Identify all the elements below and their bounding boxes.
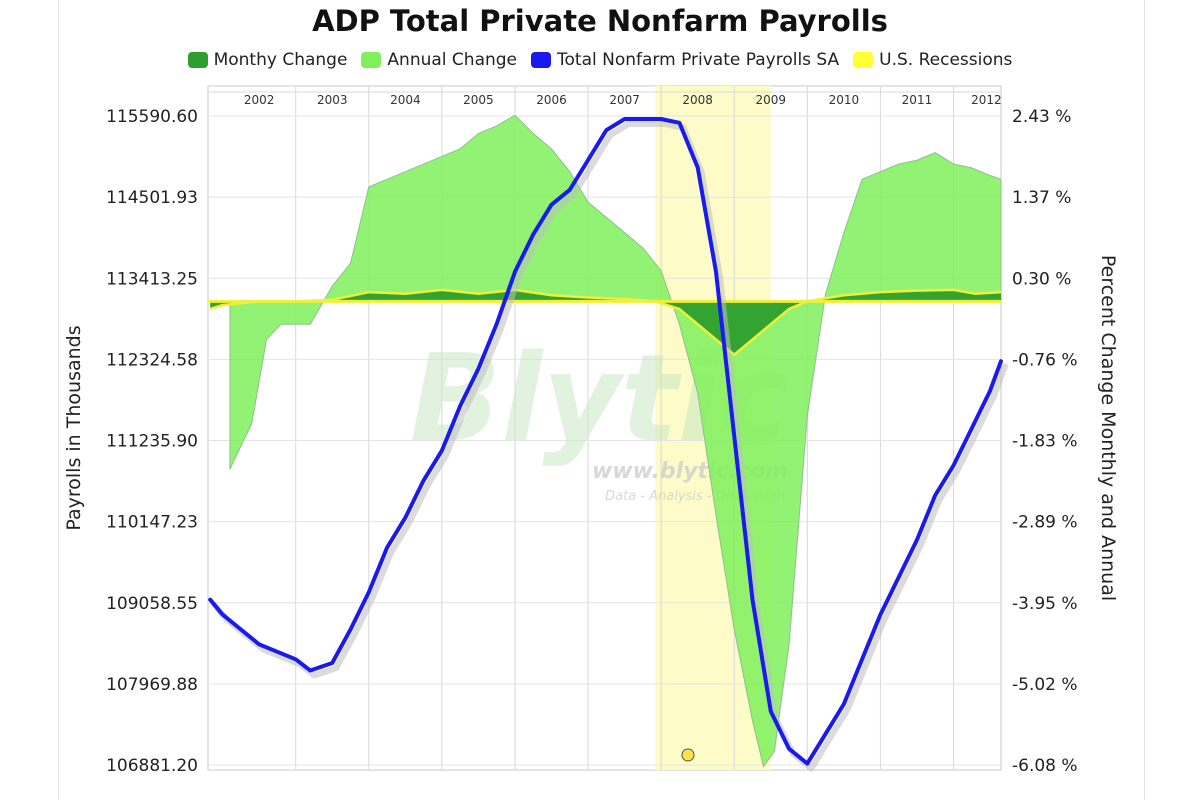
legend-label-recessions: U.S. Recessions bbox=[879, 50, 1013, 70]
monthly-change-area[interactable] bbox=[210, 289, 1001, 355]
y-left-tick-label: 112324.58 bbox=[106, 350, 198, 370]
y-axis-left-ticks: 115590.60 114501.93 113413.25 112324.58 1112… bbox=[106, 107, 198, 776]
legend-swatch-annual-change bbox=[361, 52, 382, 68]
legend-swatch-monthly-change bbox=[187, 52, 208, 68]
legend: Monthy Change Annual Change Total Nonfar… bbox=[0, 50, 1200, 70]
x-tick-label: 2004 bbox=[390, 93, 421, 107]
y-right-tick-label: -0.76 % bbox=[1012, 350, 1078, 370]
chart-title: ADP Total Private Nonfarm Payrolls bbox=[312, 4, 888, 38]
y-left-tick-label: 115590.60 bbox=[106, 107, 198, 127]
y-right-tick-label: -2.89 % bbox=[1012, 513, 1078, 533]
y-right-tick-label: 1.37 % bbox=[1012, 188, 1071, 208]
x-tick-label: 2002 bbox=[244, 93, 275, 107]
y-left-tick-label: 111235.90 bbox=[106, 432, 198, 452]
x-tick-label: 2008 bbox=[682, 93, 713, 107]
monthly-change-outline bbox=[209, 288, 1002, 357]
annual-change-area[interactable] bbox=[229, 114, 1002, 768]
payroll-line-shadow bbox=[211, 121, 1008, 772]
y-left-tick-label: 110147.23 bbox=[106, 513, 198, 533]
y-axis-right-ticks: 2.43 % 1.37 % 0.30 % -0.76 % -1.83 % -2.89 % -… bbox=[1012, 107, 1078, 776]
y-left-tick-label: 113413.25 bbox=[106, 269, 198, 289]
x-tick-label: 2006 bbox=[536, 93, 567, 107]
y-right-tick-label: 2.43 % bbox=[1012, 107, 1071, 127]
y-right-tick-label: -5.02 % bbox=[1012, 675, 1078, 695]
x-axis-ticks: 2002 2003 2004 2005 2006 2007 2008 2009 2010 2011… bbox=[244, 93, 1002, 107]
x-tick-label: 2009 bbox=[756, 93, 787, 107]
legend-label-payrolls: Total Nonfarm Private Payrolls SA bbox=[557, 50, 840, 70]
x-tick-label: 2012 bbox=[971, 93, 1002, 107]
x-tick-label: 2011 bbox=[902, 93, 933, 107]
y-left-tick-label: 109058.55 bbox=[106, 594, 198, 614]
y-left-tick-label: 107969.88 bbox=[106, 675, 198, 695]
y-axis-right-label: Percent Change Monthly and Annual bbox=[1097, 255, 1119, 601]
payroll-line[interactable] bbox=[208, 117, 1003, 766]
legend-item-monthly-change[interactable]: Monthy Change bbox=[187, 50, 348, 70]
x-tick-label: 2003 bbox=[317, 93, 348, 107]
legend-swatch-payrolls bbox=[531, 52, 552, 68]
legend-swatch-recessions bbox=[853, 52, 874, 68]
x-tick-label: 2010 bbox=[829, 93, 860, 107]
x-tick-label: 2007 bbox=[609, 93, 640, 107]
x-tick-label: 2005 bbox=[463, 93, 494, 107]
legend-item-payrolls[interactable]: Total Nonfarm Private Payrolls SA bbox=[531, 50, 839, 70]
legend-item-annual-change[interactable]: Annual Change bbox=[361, 50, 517, 70]
y-right-tick-label: -3.95 % bbox=[1012, 594, 1078, 614]
y-right-tick-label: -1.83 % bbox=[1012, 432, 1078, 452]
y-left-tick-label: 114501.93 bbox=[106, 188, 198, 208]
legend-label-monthly-change: Monthy Change bbox=[213, 50, 348, 70]
recession-marker-icon[interactable] bbox=[681, 748, 695, 762]
y-right-tick-label: -6.08 % bbox=[1012, 756, 1078, 776]
y-left-tick-label: 106881.20 bbox=[106, 756, 198, 776]
y-axis-left-label: Payrolls in Thousands bbox=[63, 325, 85, 530]
y-right-tick-label: 0.30 % bbox=[1012, 269, 1071, 289]
legend-item-recessions[interactable]: U.S. Recessions bbox=[853, 50, 1012, 70]
legend-label-annual-change: Annual Change bbox=[387, 50, 518, 70]
